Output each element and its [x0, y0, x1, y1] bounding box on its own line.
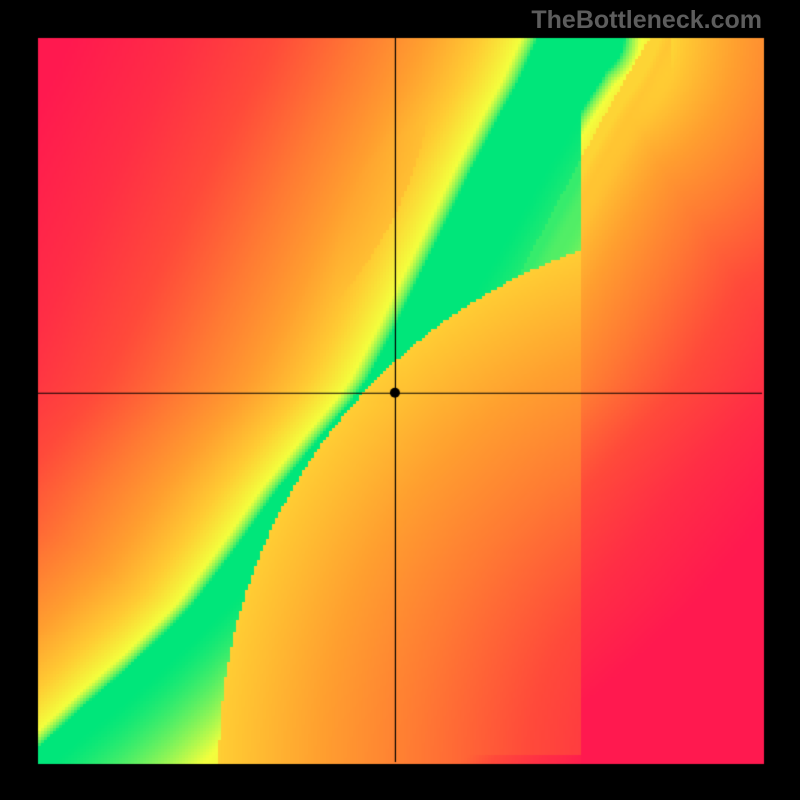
chart-container: TheBottleneck.com: [0, 0, 800, 800]
bottleneck-heatmap: [0, 0, 800, 800]
watermark-text: TheBottleneck.com: [531, 6, 762, 35]
